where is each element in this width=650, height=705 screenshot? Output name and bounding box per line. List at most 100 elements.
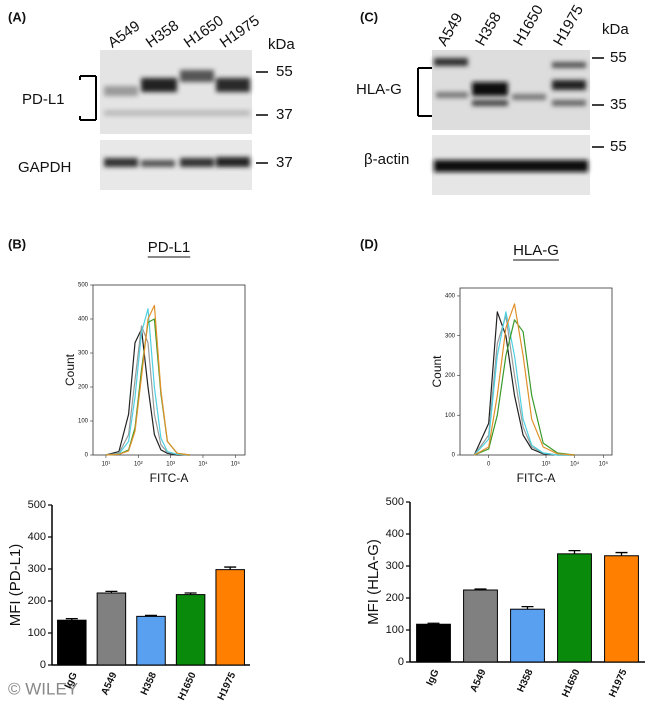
bar [136,615,166,666]
x-tick-label: H1975 [216,670,239,702]
error-bar [105,590,118,593]
y-axis-label: MFI (PD-L1) [7,544,24,627]
error-bar [521,605,534,610]
marker-label: 35 [610,96,627,113]
lane-label: A549 [434,10,466,49]
plot-frame [92,284,246,456]
y-tick-label: 0 [85,453,89,459]
bar [416,623,451,663]
x-tick-label: 10¹ [102,462,111,468]
bar [57,619,87,666]
x-axis-label: FITC-A [517,471,556,485]
histogram-curve [105,308,191,456]
blot-a [79,50,268,190]
y-tick-label: 400 [28,531,46,543]
y-tick-label: 300 [28,563,46,575]
y-axis-label: MFI (HLA-G) [365,539,382,625]
y-tick-label: 200 [386,592,404,604]
bar [557,553,592,663]
x-tick-label: 10² [134,462,143,468]
watermark: © WILEY [8,679,78,698]
y-tick-label: 200 [78,385,89,391]
error-bar [184,592,197,595]
y-tick-label: 0 [40,659,46,671]
y-axis-label: Count [63,353,77,386]
x-tick-label: 10³ [166,462,175,468]
lane-label: H1975 [217,12,263,51]
lane-label: H1975 [550,2,587,49]
x-tick-label: 10⁴ [198,461,208,468]
x-tick-label: A549 [469,667,489,694]
y-tick-label: 200 [28,595,46,607]
y-tick-label: 300 [445,333,456,339]
x-tick-label: 0 [487,462,491,468]
x-tick-label: IgG [425,668,442,688]
x-tick-label: H358 [516,667,536,694]
y-tick-label: 500 [28,499,46,511]
bar [175,594,206,666]
chart-title: HLA-G [513,242,559,259]
marker-label: 55 [610,49,627,66]
x-tick-label: 10⁴ [570,461,580,468]
x-tick-label: 10⁵ [599,461,609,468]
bar [215,569,245,666]
y-tick-label: 0 [398,656,404,668]
y-tick-label: 100 [445,413,456,419]
y-tick-label: 500 [78,283,89,289]
error-bar [474,588,487,590]
x-tick-label: H1650 [560,667,583,699]
error-bar [615,551,628,556]
x-axis-label: FITC-A [150,471,189,485]
histogram-curve [105,328,190,456]
panel-label: (C) [360,9,378,24]
blot-target: PD-L1 [22,91,65,108]
lane-label: H358 [472,9,505,49]
y-axis-label: Count [430,355,444,388]
panel-label: (D) [360,236,378,251]
marker-label: 37 [276,154,293,171]
x-tick-label: 10³ [542,462,551,468]
y-tick-label: 100 [28,627,46,639]
error-bar [65,617,78,621]
y-tick-label: 100 [386,624,404,636]
y-tick-label: 100 [78,419,89,425]
marker-label: 37 [276,106,293,123]
plot-frame [459,287,613,456]
error-bar [427,622,440,625]
x-tick-label: A549 [99,670,119,697]
x-tick-label: 10⁵ [231,461,241,468]
marker-label: 55 [610,138,627,155]
y-tick-label: 300 [386,560,404,572]
panel-label: (B) [8,236,26,251]
y-tick-label: 300 [78,351,89,357]
error-bar [145,614,157,617]
lane-label: H1650 [181,12,227,51]
marker-label: 55 [276,63,293,80]
error-bar [568,549,581,554]
y-tick-label: 500 [386,496,404,508]
y-tick-label: 0 [452,453,456,459]
x-tick-label: H358 [139,670,159,697]
error-bar [224,566,237,570]
histogram-curve [105,304,191,456]
histogram-curve [474,319,575,456]
panel-label: (A) [8,9,26,24]
blot-target: GAPDH [18,159,71,176]
bar [463,589,498,663]
bar [510,608,545,663]
unit-label: kDa [268,36,295,53]
blot-c [417,50,604,195]
bar [96,592,127,666]
x-tick-label: H1650 [176,670,199,702]
y-tick-label: 200 [445,373,456,379]
bar [604,555,639,663]
lane-label: A549 [105,17,143,51]
histogram-curve [473,311,575,456]
blot-target: HLA-G [356,81,402,98]
y-tick-label: 400 [445,294,456,300]
lane-label: H1650 [510,2,547,49]
histogram-curve [474,303,575,456]
unit-label: kDa [602,21,629,38]
